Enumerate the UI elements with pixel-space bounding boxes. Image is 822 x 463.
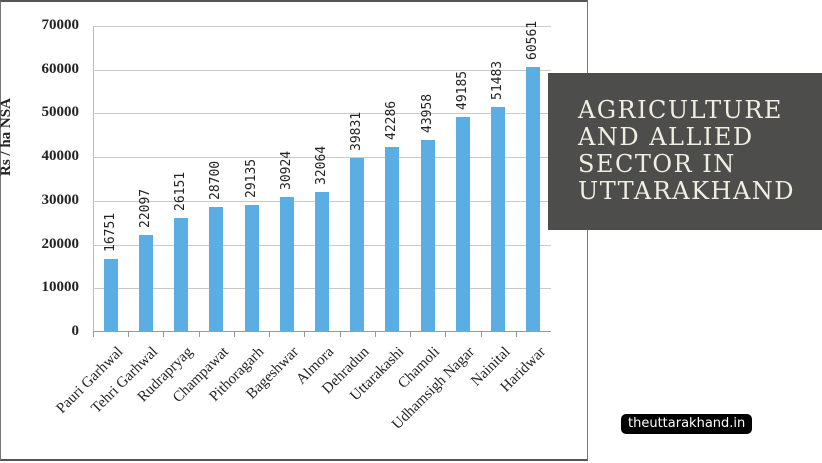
y-tick-label: 70000 xyxy=(41,17,80,33)
x-tick xyxy=(269,332,271,337)
data-label: 32064 xyxy=(314,145,329,185)
x-tick xyxy=(374,332,376,337)
data-label: 42286 xyxy=(384,101,400,141)
gridline xyxy=(93,26,551,27)
title-line: AGRICULTURE xyxy=(578,96,783,124)
x-tick xyxy=(304,332,306,337)
y-tick-label: 40000 xyxy=(41,148,80,165)
y-tick-label: 20000 xyxy=(41,235,80,252)
data-label: 16751 xyxy=(102,212,118,252)
bar-pauri-garhwal xyxy=(103,258,118,332)
bar-haridwar xyxy=(526,67,541,332)
title-overlay: AGRICULTURE AND ALLIED SECTOR IN UTTARAK… xyxy=(548,73,822,230)
plot-area: Rs / ha NSA 0100002000030000400005000060… xyxy=(0,17,551,433)
chart-frame: Rs / ha NSA 0100002000030000400005000060… xyxy=(0,0,588,461)
title-line: AND ALLIED xyxy=(578,123,754,151)
title-line: SECTOR IN xyxy=(578,150,736,178)
bar-tehri-garhwal xyxy=(138,235,153,332)
data-label: 49185 xyxy=(454,70,470,110)
bar-champawat xyxy=(209,206,224,332)
bar-chamoli xyxy=(420,139,435,332)
gridline xyxy=(93,157,551,159)
x-tick xyxy=(339,332,341,337)
bar-rudrapryag xyxy=(174,217,189,332)
bar-pithoragarh xyxy=(244,204,259,332)
data-label: 28700 xyxy=(208,160,224,200)
bar-uttarakashi xyxy=(385,147,400,332)
y-axis xyxy=(93,26,94,332)
data-label: 60561 xyxy=(525,21,541,61)
y-tick-label: 10000 xyxy=(41,279,80,296)
bar-nainital xyxy=(491,106,506,332)
bar-almora xyxy=(315,191,329,332)
y-tick-label: 30000 xyxy=(41,191,80,208)
x-tick xyxy=(128,332,130,337)
gridline xyxy=(93,69,551,71)
bar-bageshwar xyxy=(279,196,294,332)
data-label: 30924 xyxy=(278,150,294,190)
brand-badge: theuttarakhand.in xyxy=(621,414,753,434)
y-tick-label: 0 xyxy=(71,323,80,339)
data-label: 26151 xyxy=(173,171,189,211)
x-tick xyxy=(198,332,200,337)
x-tick xyxy=(480,332,482,337)
data-label: 22097 xyxy=(137,189,153,229)
title-text: AGRICULTURE AND ALLIED SECTOR IN UTTARAK… xyxy=(578,97,795,205)
bar-udhamsigh-nagar xyxy=(455,117,470,332)
x-tick xyxy=(515,332,517,337)
x-tick xyxy=(410,332,412,337)
data-label: 43958 xyxy=(419,93,435,133)
y-tick-label: 60000 xyxy=(41,60,80,77)
x-tick xyxy=(233,332,235,337)
x-tick xyxy=(163,332,165,337)
bar-dehradun xyxy=(350,157,365,332)
x-tick xyxy=(445,332,447,337)
gridline xyxy=(93,113,551,115)
title-line: UTTARAKHAND xyxy=(578,177,796,205)
x-tick xyxy=(93,332,94,337)
data-label: 51483 xyxy=(490,60,506,100)
data-label: 39831 xyxy=(349,111,365,151)
data-label: 29135 xyxy=(243,158,259,198)
y-tick-label: 50000 xyxy=(41,104,80,121)
